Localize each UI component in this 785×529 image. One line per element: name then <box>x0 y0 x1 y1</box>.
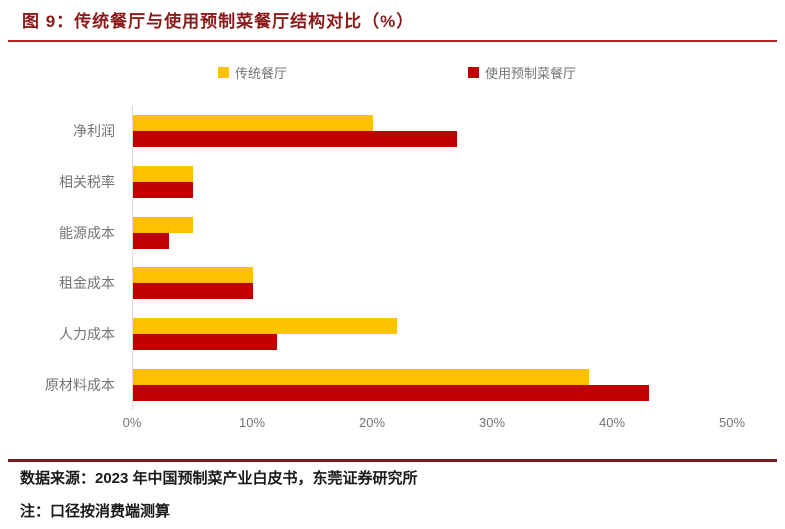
legend-swatch-traditional <box>218 67 229 78</box>
category-labels: 净利润相关税率能源成本租金成本人力成本原材料成本 <box>0 106 124 410</box>
legend-item-premade: 使用预制菜餐厅 <box>468 63 576 82</box>
category-label-4: 人力成本 <box>59 325 115 342</box>
bar-traditional-2 <box>133 216 193 233</box>
x-tick-label-2: 20% <box>358 415 386 430</box>
x-tick-label-0: 0% <box>122 415 142 430</box>
bar-premade-2 <box>133 232 169 249</box>
x-axis: 0% 10% 20% 30% 40% 50% <box>123 415 745 435</box>
x-tick-label-3: 30% <box>478 415 506 430</box>
bar-group-5 <box>133 359 733 410</box>
plot-area <box>132 106 733 410</box>
bar-premade-1 <box>133 181 193 198</box>
legend-swatch-premade <box>468 67 479 78</box>
category-label-3: 租金成本 <box>59 275 115 292</box>
category-label-2: 能源成本 <box>59 224 115 241</box>
category-label-5: 原材料成本 <box>45 376 115 393</box>
bar-traditional-4 <box>133 317 397 334</box>
footer-divider <box>8 459 777 462</box>
x-tick-label-5: 50% <box>718 415 746 430</box>
bar-premade-3 <box>133 283 253 300</box>
bar-traditional-3 <box>133 267 253 284</box>
figure-title: 图 9：传统餐厅与使用预制菜餐厅结构对比（%） <box>22 12 415 31</box>
bar-traditional-1 <box>133 165 193 182</box>
bar-group-0 <box>133 106 733 157</box>
bar-traditional-5 <box>133 368 589 385</box>
bar-group-4 <box>133 309 733 360</box>
bar-premade-5 <box>133 384 649 401</box>
bar-premade-0 <box>133 131 457 148</box>
legend-label-traditional: 传统餐厅 <box>235 66 288 81</box>
legend-label-premade: 使用预制菜餐厅 <box>485 66 577 81</box>
category-label-1: 相关税率 <box>59 173 115 190</box>
x-tick-label-1: 10% <box>238 415 266 430</box>
bar-premade-4 <box>133 333 277 350</box>
bar-group-1 <box>133 157 733 208</box>
bar-traditional-0 <box>133 115 373 132</box>
bar-group-2 <box>133 207 733 258</box>
data-source-text: 数据来源：2023 年中国预制菜产业白皮书，东莞证券研究所 <box>20 470 418 487</box>
x-tick-label-4: 40% <box>598 415 626 430</box>
title-underline <box>8 40 777 42</box>
category-label-0: 净利润 <box>73 123 115 140</box>
legend-item-traditional: 传统餐厅 <box>218 63 287 82</box>
bar-group-3 <box>133 258 733 309</box>
note-text: 注：口径按消费端测算 <box>20 503 171 520</box>
